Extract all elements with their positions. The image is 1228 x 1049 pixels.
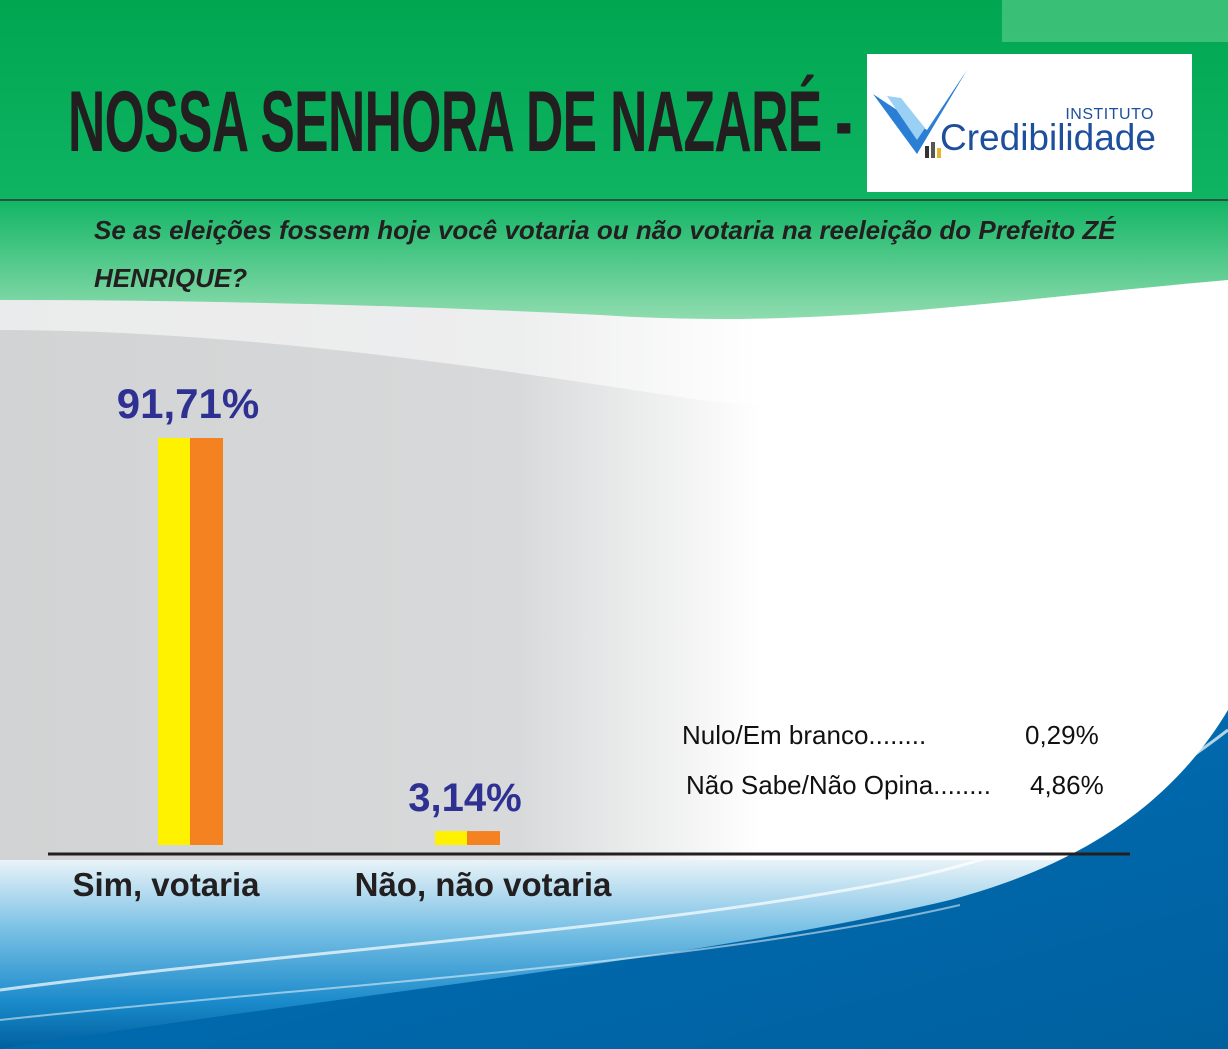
bar-right-half [467, 831, 500, 845]
other-answer-label: Nulo/Em branco........ [682, 720, 927, 750]
logo-top-text: INSTITUTO [1065, 106, 1154, 123]
other-answer-value: 4,86% [1030, 770, 1104, 800]
page-title: NOSSA SENHORA DE NAZARÉ - PI [68, 74, 914, 170]
bar-value-label: 91,71% [117, 380, 259, 427]
bar-left-half [435, 831, 467, 845]
other-answer-label: Não Sabe/Não Opina........ [686, 770, 991, 800]
bar-value-label: 3,14% [408, 776, 521, 820]
institute-logo: INSTITUTO Credibilidade [867, 54, 1192, 192]
logo-main-text: Credibilidade [940, 117, 1156, 158]
category-label: Não, não votaria [355, 866, 612, 903]
bar-left-half [158, 438, 190, 845]
category-label: Sim, votaria [72, 866, 260, 903]
checkmark-logo-icon [873, 70, 967, 158]
bar-right-half [190, 438, 223, 845]
other-answer-value: 0,29% [1025, 720, 1099, 750]
poll-question: Se as eleições fossem hoje você votaria … [94, 215, 1116, 293]
